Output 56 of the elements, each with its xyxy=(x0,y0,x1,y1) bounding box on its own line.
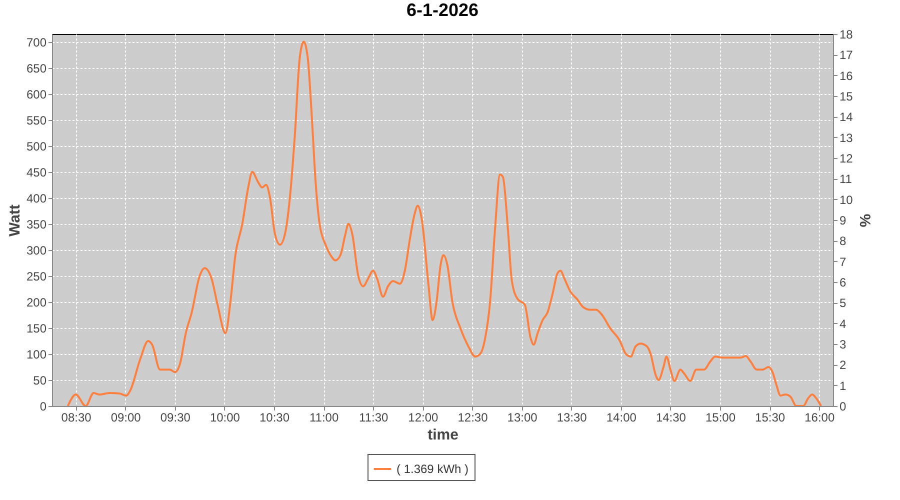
x-tick-label: 10:30 xyxy=(259,410,290,424)
y-tick-label: 250 xyxy=(26,269,47,284)
x-tick-label: 12:30 xyxy=(458,410,488,424)
y-tick-label: 200 xyxy=(26,295,47,310)
x-tick-label: 12:00 xyxy=(408,410,439,424)
y-tick-label: 50 xyxy=(33,373,47,388)
y2-axis-title: % xyxy=(856,214,873,228)
y2-tick-label: 2 xyxy=(840,358,846,372)
x-tick-label: 14:30 xyxy=(656,410,686,424)
y-tick-label: 650 xyxy=(26,61,47,76)
line-series xyxy=(66,40,822,406)
y-tick-label: 500 xyxy=(26,139,47,154)
x-tick-label: 16:00 xyxy=(804,410,835,424)
y2-tick-label: 18 xyxy=(840,28,854,42)
x-tick-label: 10:00 xyxy=(210,410,240,424)
y2-tick-label: 6 xyxy=(840,276,846,290)
y2-tick-label: 1 xyxy=(840,378,846,393)
y-tick-label: 150 xyxy=(26,321,47,336)
y2-tick-label: 17 xyxy=(840,48,854,62)
y2-tick-label: 13 xyxy=(840,130,854,145)
y2-tick-label: 16 xyxy=(840,68,854,83)
y-tick-label: 550 xyxy=(26,113,47,128)
x-tick-label: 14:00 xyxy=(606,410,637,424)
y2-tick-label: 0 xyxy=(840,400,846,414)
y-tick-label: 350 xyxy=(26,217,47,232)
y-tick-label: 700 xyxy=(26,35,47,50)
y2-tick-label: 4 xyxy=(840,316,846,331)
y2-tick-label: 12 xyxy=(840,152,854,166)
x-tick-label: 15:30 xyxy=(755,410,786,424)
y2-tick-label: 15 xyxy=(840,90,854,104)
y2-tick-label: 14 xyxy=(840,110,854,124)
y2-tick-label: 7 xyxy=(840,254,846,269)
x-tick-label: 13:00 xyxy=(507,410,538,424)
x-tick-label: 13:30 xyxy=(556,410,588,424)
y-tick-label: 600 xyxy=(26,87,47,102)
x-tick-label: 15:00 xyxy=(705,410,736,424)
x-axis-title: time xyxy=(428,426,458,444)
x-tick-label: 11:00 xyxy=(309,410,339,424)
y2-tick-label: 3 xyxy=(840,338,846,352)
y-axis-title: Watt xyxy=(6,204,24,236)
y2-tick-label: 10 xyxy=(840,192,854,207)
x-tick-label: 08:30 xyxy=(61,410,92,424)
y-tick-label: 100 xyxy=(26,347,47,362)
x-tick-label: 09:30 xyxy=(160,410,191,424)
y2-tick-label: 9 xyxy=(840,214,846,228)
x-tick-label: 11:30 xyxy=(359,410,389,424)
x-tick-label: 09:00 xyxy=(110,410,142,424)
chart-title: 6-1-2026 xyxy=(406,0,479,20)
y-tick-label: 300 xyxy=(26,243,47,258)
y2-tick-label: 5 xyxy=(840,296,846,310)
legend-label: ( 1.369 kWh ) xyxy=(396,462,469,476)
y-tick-label: 0 xyxy=(40,400,47,414)
y-tick-label: 450 xyxy=(26,165,47,180)
y2-tick-label: 8 xyxy=(840,234,846,248)
y-tick-label: 400 xyxy=(26,191,47,206)
y2-tick-label: 11 xyxy=(840,172,852,186)
